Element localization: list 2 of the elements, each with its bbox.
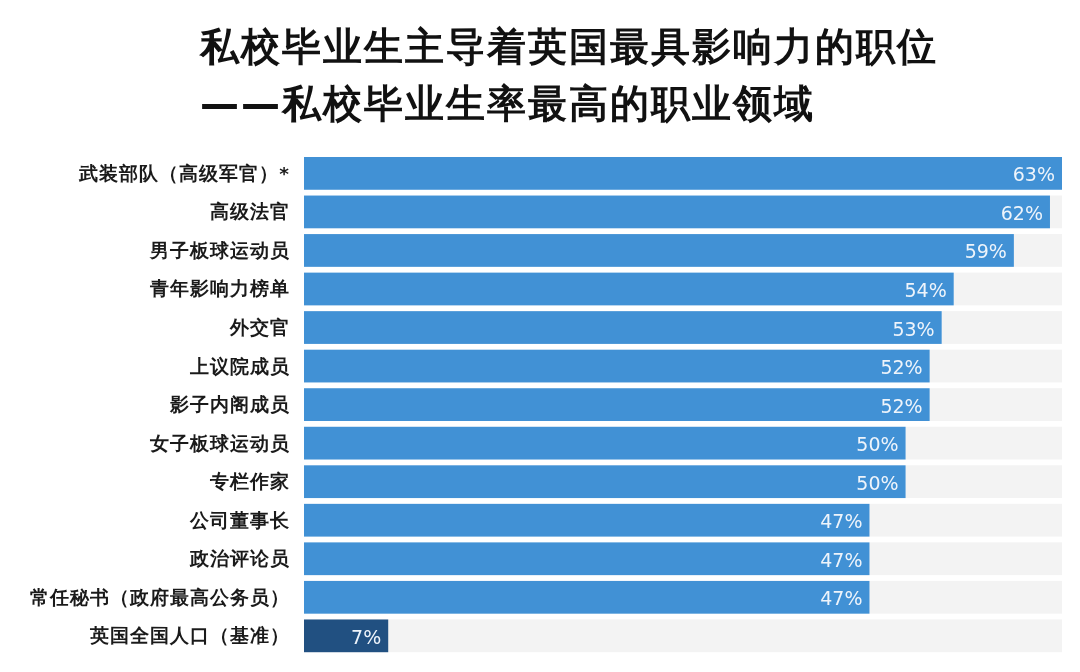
title: 私校毕业生主导着英国最具影响力的职位 <box>200 24 938 69</box>
subtitle: ——私校毕业生率最高的职业领域 <box>200 81 815 126</box>
